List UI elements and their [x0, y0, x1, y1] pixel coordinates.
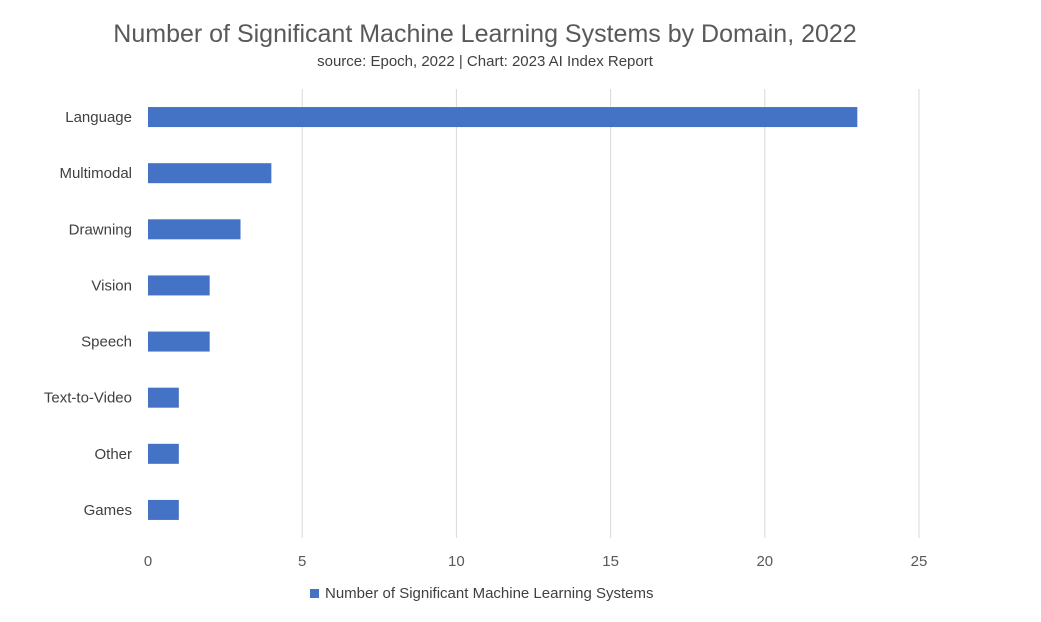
bar-text-to-video: [148, 387, 179, 408]
chart-subtitle: source: Epoch, 2022 | Chart: 2023 AI Ind…: [317, 53, 653, 70]
x-tick-label: 20: [756, 553, 773, 570]
legend-swatch: [310, 589, 319, 598]
category-label: Vision: [91, 277, 132, 294]
bar-language: [148, 107, 858, 128]
bar-games: [148, 499, 179, 520]
bar-other: [148, 443, 179, 464]
category-label: Drawning: [69, 221, 132, 238]
x-tick-label: 10: [448, 553, 465, 570]
x-tick-label: 5: [298, 553, 306, 570]
category-label: Speech: [81, 334, 132, 351]
category-label: Multimodal: [59, 165, 132, 182]
chart-title: Number of Significant Machine Learning S…: [113, 20, 857, 48]
legend: Number of Significant Machine Learning S…: [310, 585, 654, 602]
bar-speech: [148, 331, 210, 352]
category-label: Text-to-Video: [44, 390, 132, 407]
category-label: Language: [65, 109, 132, 126]
bar-vision: [148, 275, 210, 296]
x-tick-label: 25: [911, 553, 928, 570]
bar-multimodal: [148, 163, 272, 184]
category-label: Other: [94, 446, 132, 463]
x-tick-label: 15: [602, 553, 619, 570]
category-label: Games: [84, 502, 132, 519]
bar-drawning: [148, 219, 241, 240]
legend-label: Number of Significant Machine Learning S…: [325, 585, 654, 602]
x-tick-label: 0: [144, 553, 152, 570]
